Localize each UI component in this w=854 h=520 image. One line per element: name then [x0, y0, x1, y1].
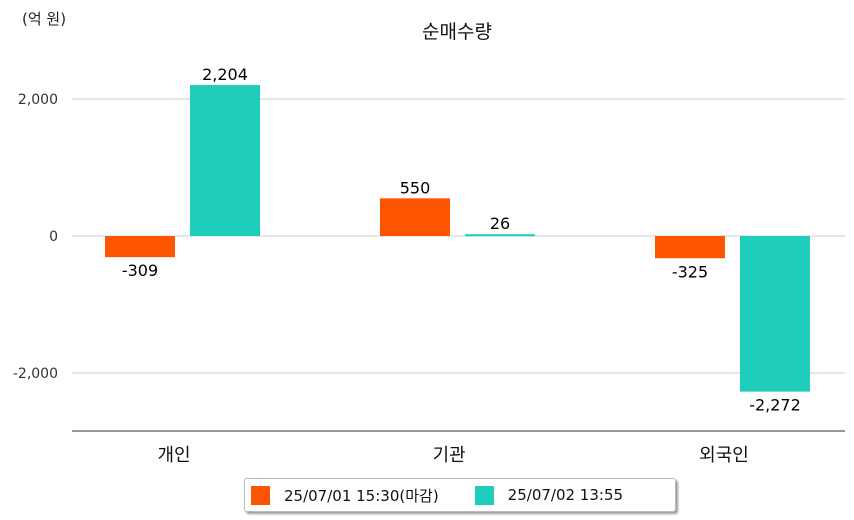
data-label: 550	[400, 178, 431, 197]
legend-swatch	[474, 485, 494, 505]
data-label: 26	[490, 214, 510, 233]
x-tick-label: 기관	[432, 445, 465, 466]
x-tick-label: 개인	[157, 445, 190, 466]
chart-title: 순매수량	[422, 21, 492, 43]
legend-item-series-2[interactable]: 25/07/02 13:55	[474, 485, 624, 505]
x-tick-label: 외국인	[699, 445, 749, 466]
data-label: -2,272	[749, 396, 801, 415]
legend: 25/07/01 15:30(마감) 25/07/02 13:55	[244, 478, 676, 512]
data-label: -309	[122, 261, 158, 280]
bar	[740, 236, 810, 392]
bar	[655, 236, 725, 259]
y-tick-label: 2,000	[18, 92, 58, 108]
legend-label: 25/07/02 13:55	[507, 486, 624, 504]
unit-label: (억 원)	[22, 10, 66, 28]
bar	[380, 198, 450, 236]
legend-swatch	[251, 485, 270, 505]
y-tick-label: -2,000	[13, 366, 58, 382]
bar	[190, 85, 260, 236]
bar	[105, 236, 175, 258]
data-label: -325	[672, 262, 708, 281]
legend-label: 25/07/01 15:30(마감)	[284, 486, 439, 505]
legend-item-series-1[interactable]: 25/07/01 15:30(마감)	[251, 485, 439, 506]
bar	[465, 234, 535, 237]
data-label: 2,204	[202, 65, 248, 84]
y-tick-label: 0	[49, 229, 58, 245]
